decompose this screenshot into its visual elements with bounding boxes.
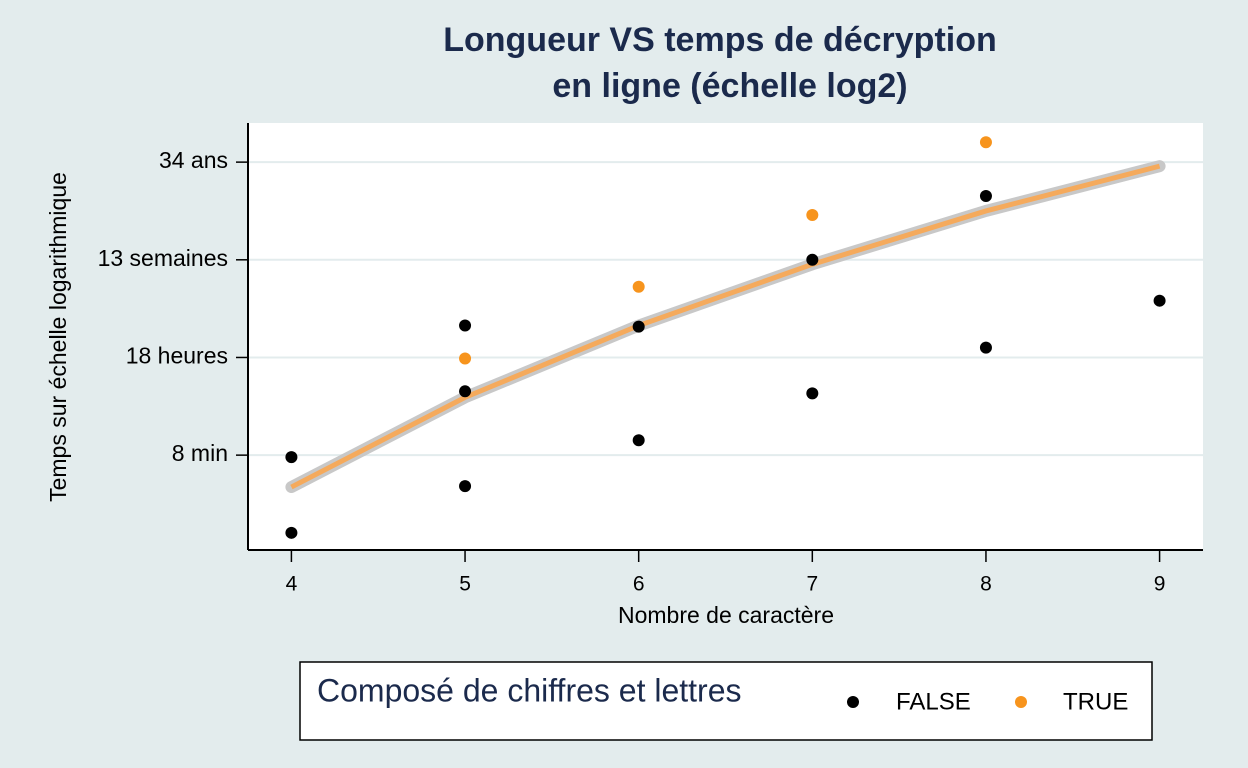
x-tick-label: 4 [286, 573, 298, 596]
y-tick-label: 13 semaines [98, 245, 228, 271]
point [806, 387, 819, 400]
point [979, 341, 992, 354]
point [632, 434, 645, 447]
fit-line [290, 163, 1161, 490]
point [459, 352, 472, 365]
legend-title: Composé de chiffres et lettres [317, 672, 742, 708]
point [1153, 294, 1166, 307]
point [632, 280, 645, 293]
x-tick-label: 9 [1154, 573, 1166, 596]
x-axis-label: Nombre de caractère [618, 602, 834, 628]
point [806, 209, 819, 222]
legend-marker [847, 696, 859, 708]
point [459, 385, 472, 398]
y-axis-label: Temps sur échelle logarithmique [45, 172, 71, 502]
chart-title: en ligne (échelle log2) [552, 67, 907, 105]
y-tick-label: 34 ans [159, 147, 228, 173]
point [806, 253, 819, 266]
y-tick-label: 18 heures [126, 343, 228, 369]
legend-marker [1015, 696, 1027, 708]
x-tick-label: 8 [980, 573, 992, 596]
point [979, 136, 992, 149]
point [459, 480, 472, 493]
x-tick-label: 7 [806, 573, 818, 596]
legend-label: TRUE [1063, 688, 1128, 715]
point [459, 319, 472, 332]
chart-title: Longueur VS temps de décryption [443, 21, 997, 59]
legend-box [299, 661, 1153, 741]
legend-label: FALSE [896, 688, 971, 715]
point [285, 451, 298, 464]
x-tick-label: 5 [459, 573, 471, 596]
point [632, 320, 645, 333]
x-tick-label: 6 [633, 573, 645, 596]
point [979, 189, 992, 202]
point [285, 526, 298, 539]
y-tick-label: 8 min [172, 440, 228, 466]
